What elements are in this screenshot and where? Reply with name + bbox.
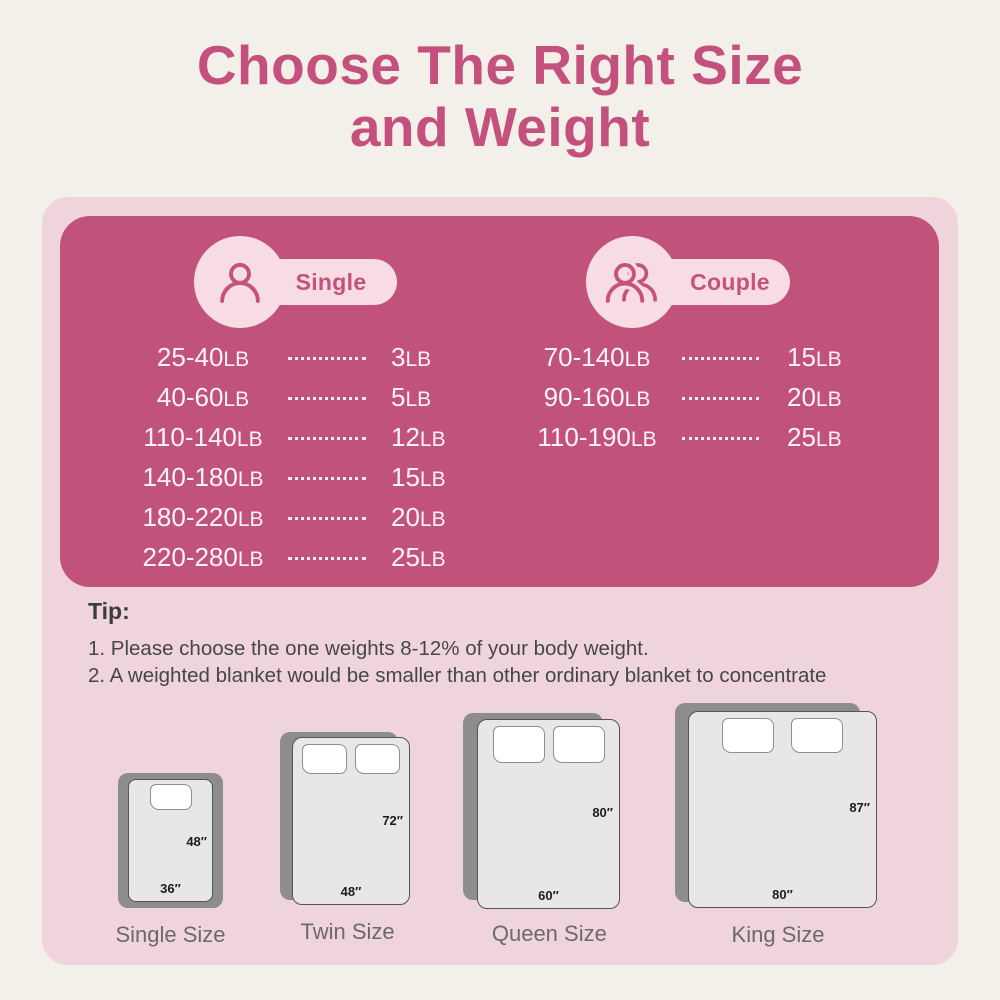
dotted-leader [288, 556, 366, 560]
dotted-leader [682, 356, 759, 360]
tip-section: Tip: 1. Please choose the one weights 8-… [88, 598, 928, 689]
page-title: Choose The Right Size and Weight [0, 34, 1000, 158]
body-weight-range: 140-180LB [142, 461, 264, 492]
pillow [355, 744, 400, 774]
blanket-weight: 25LB [391, 541, 446, 572]
pillow [791, 718, 843, 753]
bed-size-name: Queen Size [491, 921, 607, 946]
blanket-weight: 3LB [391, 341, 432, 372]
mattress: 48″ 36″ [128, 779, 213, 902]
bed-diagram-king: 87″ 80″ King Size [675, 703, 877, 947]
pillow [722, 718, 774, 753]
bed-width-label: 80″ [772, 887, 793, 902]
blanket-weight: 15LB [391, 461, 446, 492]
body-weight-range: 180-220LB [142, 501, 264, 532]
mattress: 80″ 60″ [477, 719, 620, 909]
pillows [293, 744, 409, 774]
table-row: 90-160LB 20LB [512, 377, 897, 417]
weight-chart-card: Single Couple [60, 216, 939, 587]
tip-line-1: 1. Please choose the one weights 8-12% o… [88, 637, 649, 660]
blanket-weight: 20LB [391, 501, 446, 532]
body-weight-range: 110-190LB [537, 421, 657, 452]
table-row: 180-220LB 20LB [118, 497, 501, 537]
bed-size-name: King Size [731, 922, 825, 947]
couple-badge-label: Couple [690, 268, 770, 295]
dotted-leader [288, 436, 366, 440]
blanket-weight: 20LB [787, 381, 842, 412]
body-weight-range: 70-140LB [543, 341, 651, 372]
page-title-line1: Choose The Right Size [196, 34, 804, 96]
bed-diagram-queen: 80″ 60″ Queen Size [463, 713, 620, 946]
body-weight-range: 25-40LB [156, 341, 250, 372]
table-row: 140-180LB 15LB [118, 457, 501, 497]
couple-weight-table: 70-140LB 15LB 90-160LB 20LB 110-190LB 25… [512, 337, 897, 457]
pillow [552, 726, 605, 763]
table-row: 220-280LB 25LB [118, 537, 501, 577]
mattress: 72″ 48″ [292, 737, 410, 905]
bed-width-label: 60″ [538, 888, 559, 903]
bed-size-name: Single Size [115, 922, 226, 947]
tip-heading: Tip: [88, 598, 130, 624]
blanket-weight: 25LB [787, 421, 842, 452]
tip-line-2: 2. A weighted blanket would be smaller t… [88, 664, 827, 687]
blanket-weight: 15LB [787, 341, 842, 372]
bed-diagram-single: 48″ 36″ Single Size [115, 773, 226, 947]
bed-length-label: 80″ [592, 804, 613, 820]
body-weight-range: 220-280LB [142, 541, 264, 572]
mattress: 87″ 80″ [688, 711, 877, 908]
single-badge-circle [194, 236, 286, 328]
table-row: 110-140LB 12LB [118, 417, 501, 457]
body-weight-range: 110-140LB [143, 421, 263, 452]
table-row: 40-60LB 5LB [118, 377, 501, 417]
couple-icon [604, 256, 660, 308]
single-badge-label: Single [295, 268, 367, 295]
blanket-weight: 5LB [391, 381, 432, 412]
pillows [478, 726, 619, 763]
table-row: 70-140LB 15LB [512, 337, 897, 377]
bed-width-label: 48″ [340, 884, 362, 899]
pillow [492, 726, 545, 763]
bed-size-name: Twin Size [300, 919, 395, 944]
dotted-leader [682, 396, 759, 400]
dotted-leader [682, 436, 759, 440]
dotted-leader [288, 396, 366, 400]
body-weight-range: 40-60LB [156, 381, 250, 412]
blanket-weight: 12LB [391, 421, 446, 452]
pillow [149, 784, 192, 810]
dotted-leader [288, 476, 366, 480]
bed-width-label: 36″ [160, 881, 181, 896]
page-title-line2: and Weight [349, 96, 651, 158]
table-row: 25-40LB 3LB [118, 337, 501, 377]
body-weight-range: 90-160LB [543, 381, 651, 412]
pillows [689, 718, 876, 753]
table-row: 110-190LB 25LB [512, 417, 897, 457]
dotted-leader [288, 356, 366, 360]
couple-badge-circle [586, 236, 678, 328]
pillows [129, 784, 212, 810]
bed-length-label: 72″ [382, 812, 403, 828]
bed-length-label: 87″ [849, 799, 870, 815]
pillow [302, 744, 347, 774]
dotted-leader [288, 516, 366, 520]
single-person-icon [214, 256, 266, 308]
bed-diagram-twin: 72″ 48″ Twin Size [280, 732, 410, 944]
bed-length-label: 48″ [186, 834, 207, 850]
single-weight-table: 25-40LB 3LB 40-60LB 5LB 110-140LB 12LB 1… [118, 337, 501, 577]
